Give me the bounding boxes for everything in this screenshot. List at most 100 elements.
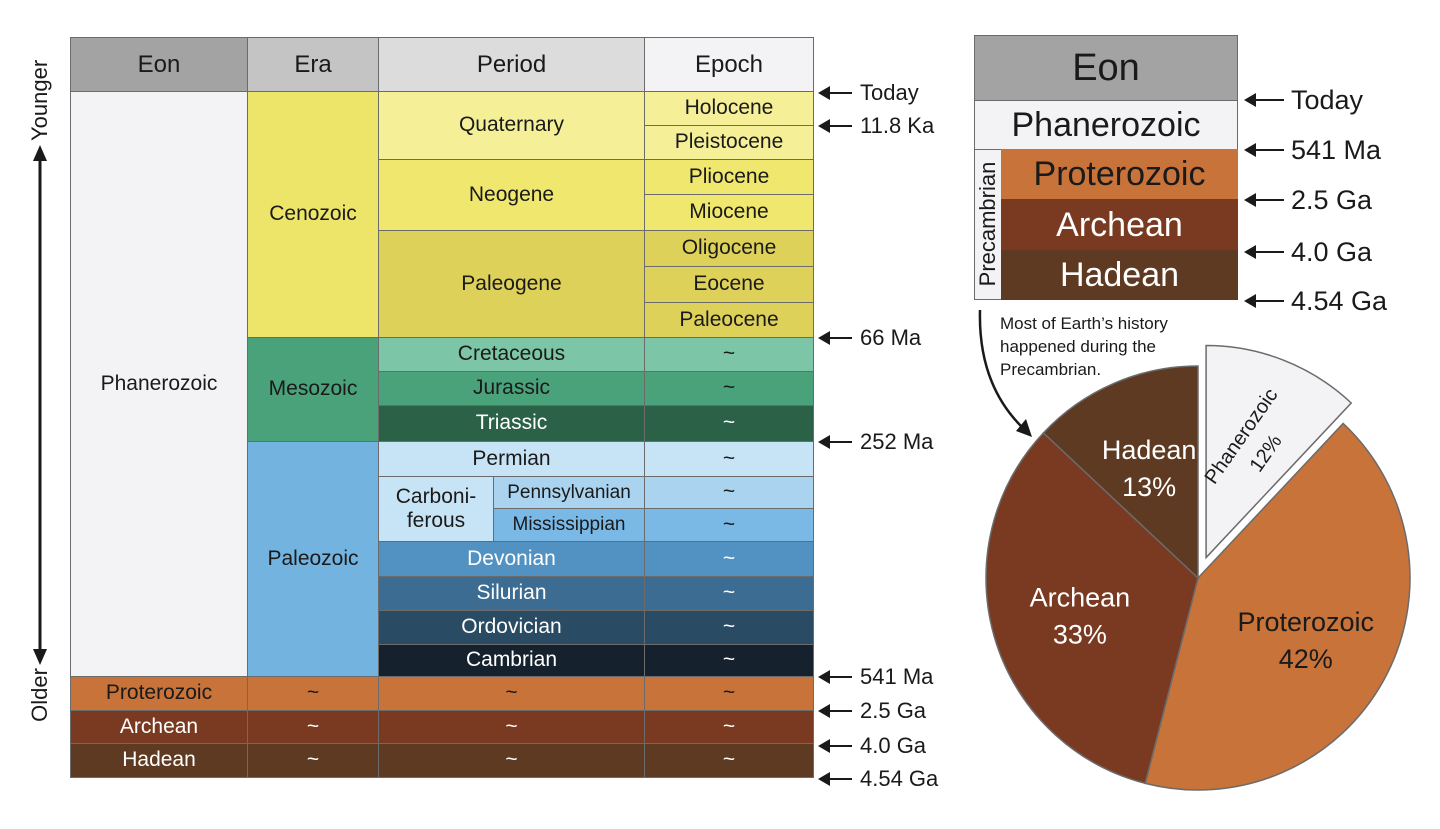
eon-phanerozoic: Phanerozoic: [70, 91, 248, 677]
summary-eon-header: Eon: [974, 35, 1238, 101]
pie-slice-proterozoic: [1144, 422, 1411, 791]
mark-2-5ga: 2.5 Ga: [860, 698, 927, 723]
epoch-pleistocene: Pleistocene: [644, 125, 814, 160]
period-devonian: Devonian: [378, 541, 645, 577]
period-triassic: Triassic: [378, 405, 645, 442]
summary-hadean: Hadean: [1001, 250, 1238, 300]
older-label: Older: [27, 668, 52, 722]
mark-arrow-4-0ga: [818, 739, 852, 753]
period-paleogene: Paleogene: [378, 230, 645, 338]
period-jurassic: Jurassic: [378, 371, 645, 406]
eon-duration-pie-chart: Phanerozoic12%Proterozoic42%Archean33%Ha…: [985, 344, 1411, 791]
subperiod-pennsylvanian: Pennsylvanian: [493, 476, 645, 509]
summary-mark-today: Today: [1291, 85, 1364, 115]
pie-value-proterozoic: 42%: [1279, 644, 1333, 674]
summary-arrow-2-5ga: [1244, 193, 1284, 207]
annotation-line-2: happened during the: [1000, 337, 1156, 356]
eon-archean: Archean: [70, 710, 248, 744]
pie-label-archean: Archean 33%: [1030, 582, 1131, 649]
era-archean-none: ~: [247, 710, 379, 744]
annotation-line-3: Precambrian.: [1000, 360, 1102, 379]
period-cretaceous: Cretaceous: [378, 337, 645, 372]
epoch-archean-none: ~: [644, 710, 814, 744]
summary-phanerozoic: Phanerozoic: [974, 100, 1238, 150]
mark-arrow-252ma: [818, 435, 852, 449]
period-neogene: Neogene: [378, 159, 645, 231]
mark-arrow-2-5ga: [818, 704, 852, 718]
summary-mark-4-0ga: 4.0 Ga: [1291, 237, 1373, 267]
era-proterozoic-none: ~: [247, 676, 379, 711]
epoch-hadean-none: ~: [644, 743, 814, 778]
mark-arrow-541ma: [818, 670, 852, 684]
pie-slice-phanerozoic: [1205, 344, 1353, 560]
epoch-cretaceous-none: ~: [644, 337, 814, 372]
eon-header: Eon: [70, 37, 248, 92]
younger-label: Younger: [27, 59, 52, 141]
summary-archean: Archean: [1001, 199, 1238, 251]
epoch-triassic-none: ~: [644, 405, 814, 442]
carboniferous-line-1: Carboni-: [395, 484, 477, 508]
period-permian: Permian: [378, 441, 645, 477]
period-ordovician: Ordovician: [378, 610, 645, 645]
pie-slice-hadean: [1042, 365, 1199, 580]
summary-arrow-today: [1244, 93, 1284, 107]
period-quaternary: Quaternary: [378, 91, 645, 160]
mark-4-0ga: 4.0 Ga: [860, 733, 927, 758]
mark-11ka: 11.8 Ka: [860, 113, 935, 138]
epoch-jurassic-none: ~: [644, 371, 814, 406]
epoch-eocene: Eocene: [644, 266, 814, 303]
precambrian-annotation: Most of Earth’s history happened during …: [1000, 312, 1168, 381]
mark-541ma: 541 Ma: [860, 664, 934, 689]
mark-arrow-66ma: [818, 331, 852, 345]
period-silurian: Silurian: [378, 576, 645, 611]
period-carboniferous: Carboni- ferous: [378, 476, 494, 542]
mark-4-54ga: 4.54 Ga: [860, 766, 939, 791]
summary-arrow-4-54ga: [1244, 294, 1284, 308]
mark-today: Today: [860, 80, 919, 105]
epoch-permian-none: ~: [644, 441, 814, 477]
pie-value-archean: 33%: [1053, 619, 1107, 649]
era-mesozoic: Mesozoic: [247, 337, 379, 442]
summary-mark-4-54ga: 4.54 Ga: [1291, 286, 1388, 316]
summary-arrow-4-0ga: [1244, 245, 1284, 259]
mark-252ma: 252 Ma: [860, 429, 934, 454]
summary-mark-2-5ga: 2.5 Ga: [1291, 185, 1373, 215]
precambrian-label: Precambrian: [975, 161, 1000, 287]
era-header: Era: [247, 37, 379, 92]
period-hadean-none: ~: [378, 743, 645, 778]
annotation-line-1: Most of Earth’s history: [1000, 314, 1168, 333]
mark-arrow-11ka: [818, 119, 852, 133]
epoch-mississippian-none: ~: [644, 508, 814, 542]
epoch-pliocene: Pliocene: [644, 159, 814, 195]
mark-arrow-today: [818, 86, 852, 100]
era-hadean-none: ~: [247, 743, 379, 778]
pie-value-hadean: 13%: [1122, 472, 1176, 502]
epoch-miocene: Miocene: [644, 194, 814, 231]
mark-66ma: 66 Ma: [860, 325, 922, 350]
period-proterozoic-none: ~: [378, 676, 645, 711]
era-paleozoic: Paleozoic: [247, 441, 379, 677]
summary-mark-541ma: 541 Ma: [1291, 135, 1382, 165]
pie-category-hadean: Hadean: [1102, 435, 1197, 465]
pie-label-proterozoic: Proterozoic 42%: [1237, 607, 1374, 674]
epoch-cambrian-none: ~: [644, 644, 814, 677]
epoch-proterozoic-none: ~: [644, 676, 814, 711]
pie-category-archean: Archean: [1030, 582, 1131, 612]
eon-proterozoic: Proterozoic: [70, 676, 248, 711]
summary-proterozoic: Proterozoic: [1001, 149, 1238, 200]
age-axis-arrow: [33, 145, 47, 665]
period-cambrian: Cambrian: [378, 644, 645, 677]
annotation-arrow: [978, 309, 1032, 437]
pie-slice-archean: [985, 431, 1199, 785]
eon-hadean: Hadean: [70, 743, 248, 778]
pie-label-hadean: Hadean 13%: [1102, 435, 1197, 502]
epoch-holocene: Holocene: [644, 91, 814, 126]
carboniferous-line-2: ferous: [406, 509, 466, 532]
epoch-devonian-none: ~: [644, 541, 814, 577]
epoch-ordovician-none: ~: [644, 610, 814, 645]
summary-arrow-541ma: [1244, 143, 1284, 157]
epoch-paleocene: Paleocene: [644, 302, 814, 338]
subperiod-mississippian: Mississippian: [493, 508, 645, 542]
era-cenozoic: Cenozoic: [247, 91, 379, 338]
period-archean-none: ~: [378, 710, 645, 744]
